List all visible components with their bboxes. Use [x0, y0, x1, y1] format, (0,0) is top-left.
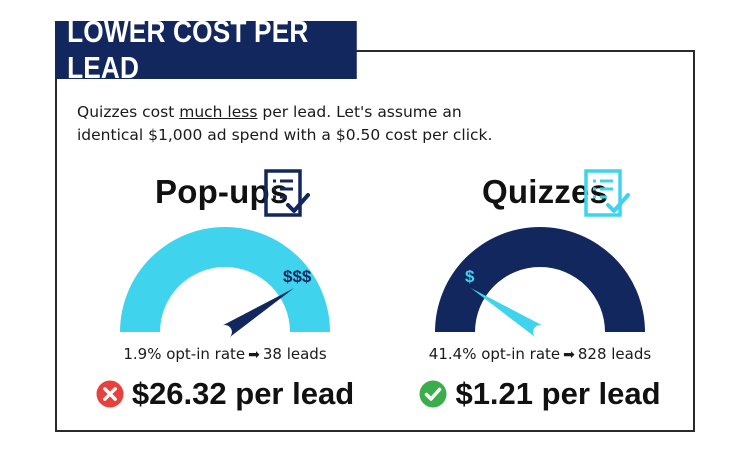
quizzes-heading-row: Quizzes [390, 165, 690, 221]
quizzes-gauge-symbol: $ [465, 267, 475, 286]
quizzes-leads: 828 leads [577, 345, 652, 363]
page-title: LOWER COST PER LEAD [55, 14, 357, 85]
quizzes-gauge-needle [470, 288, 544, 337]
popups-gauge-symbol: $$$ [283, 267, 312, 286]
popups-cost: $26.32 per lead [131, 376, 355, 411]
popups-rate-line: 1.9% opt-in rate ➡ 38 leads [75, 345, 375, 363]
quizzes-rate: 41.4% opt-in rate [428, 345, 561, 363]
checklist-icon [584, 169, 630, 217]
popups-gauge: $$$ [120, 227, 330, 337]
quizzes-rate-line: 41.4% opt-in rate ➡ 828 leads [390, 345, 690, 363]
popups-panel: Pop-ups $$$ 1.9% opt-in rate ➡ 38 leads $2… [75, 165, 375, 425]
popups-result: $26.32 per lead [75, 372, 375, 416]
intro-part-1: Quizzes cost [77, 103, 180, 121]
check-circle-icon [419, 380, 447, 408]
popups-gauge-needle [221, 288, 295, 337]
quizzes-gauge-arc [435, 227, 645, 332]
intro-line-2: identical $1,000 ad spend with a $0.50 c… [77, 126, 493, 144]
arrow-right-icon: ➡ [248, 347, 260, 363]
popups-leads: 38 leads [262, 345, 327, 363]
popups-rate: 1.9% opt-in rate [123, 345, 246, 363]
popups-heading-row: Pop-ups [75, 165, 375, 221]
popups-gauge-arc [120, 227, 330, 332]
checklist-icon [264, 169, 310, 217]
arrow-right-icon: ➡ [563, 347, 575, 363]
intro-text: Quizzes cost much less per lead. Let's a… [77, 101, 637, 147]
intro-part-2: per lead. Let's assume an [257, 103, 462, 121]
x-circle-icon [96, 380, 124, 408]
quizzes-panel: Quizzes $ 41.4% opt-in rate ➡ 828 leads $1… [390, 165, 690, 425]
quizzes-result: $1.21 per lead [390, 372, 690, 416]
intro-line-1: Quizzes cost much less per lead. Let's a… [77, 101, 637, 124]
quizzes-cost: $1.21 per lead [455, 376, 661, 411]
intro-emphasis: much less [179, 103, 258, 121]
quizzes-gauge: $ [435, 227, 645, 337]
page-title-text: LOWER COST PER LEAD [67, 14, 309, 85]
